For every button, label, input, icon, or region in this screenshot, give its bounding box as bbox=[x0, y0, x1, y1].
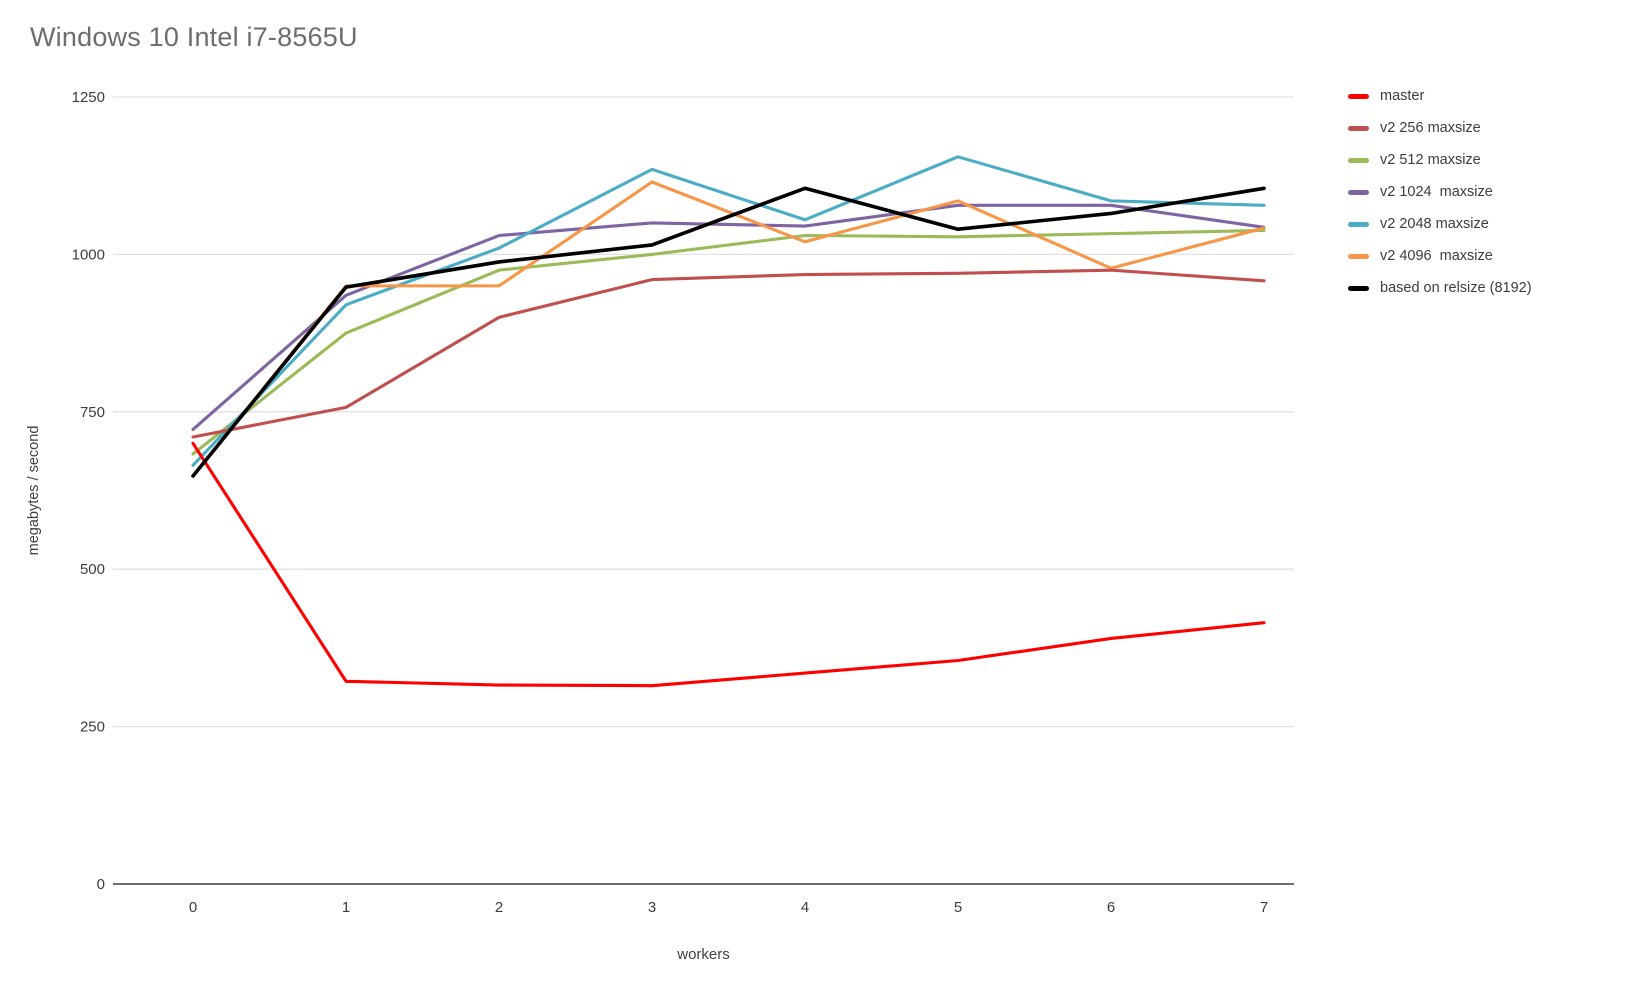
legend-marker bbox=[1348, 285, 1369, 291]
legend-item: v2 2048 maxsize bbox=[1348, 214, 1618, 234]
legend: master v2 256 maxsize v2 512 maxsize v2 102… bbox=[1348, 86, 1618, 310]
series-line bbox=[191, 186, 1266, 478]
x-tick-label: 3 bbox=[648, 899, 656, 916]
x-tick-label: 2 bbox=[495, 899, 503, 916]
legend-marker bbox=[1348, 253, 1369, 259]
legend-item: based on relsize (8192) bbox=[1348, 278, 1618, 298]
x-tick-label: 4 bbox=[801, 899, 809, 916]
y-tick-label: 1000 bbox=[72, 246, 105, 263]
legend-item: master bbox=[1348, 86, 1618, 106]
y-tick-label: 1250 bbox=[72, 89, 105, 106]
x-tick-label: 5 bbox=[954, 899, 962, 916]
legend-item: v2 4096 maxsize bbox=[1348, 246, 1618, 266]
legend-marker bbox=[1348, 157, 1369, 163]
legend-item: v2 256 maxsize bbox=[1348, 118, 1618, 138]
y-tick-label: 750 bbox=[80, 404, 105, 421]
chart-title: Windows 10 Intel i7-8565U bbox=[30, 22, 358, 52]
y-tick-label: 0 bbox=[97, 876, 105, 893]
x-tick-label: 0 bbox=[189, 899, 197, 916]
legend-label: master bbox=[1380, 88, 1425, 104]
legend-label: v2 256 maxsize bbox=[1380, 120, 1481, 136]
x-tick-label: 7 bbox=[1260, 899, 1268, 916]
series-line bbox=[191, 441, 1266, 688]
y-tick-label: 250 bbox=[80, 719, 105, 736]
x-tick-label: 1 bbox=[342, 899, 350, 916]
series-line bbox=[191, 203, 1266, 431]
legend-label: v2 4096 maxsize bbox=[1380, 248, 1493, 264]
y-tick-label: 500 bbox=[80, 561, 105, 578]
x-tick-label: 6 bbox=[1107, 899, 1115, 916]
series-line bbox=[191, 155, 1266, 467]
legend-item: v2 512 maxsize bbox=[1348, 150, 1618, 170]
series-line bbox=[191, 268, 1266, 439]
legend-label: v2 512 maxsize bbox=[1380, 152, 1481, 168]
legend-marker bbox=[1348, 189, 1369, 195]
series-line bbox=[191, 228, 1266, 456]
legend-marker bbox=[1348, 125, 1369, 131]
legend-marker bbox=[1348, 93, 1369, 99]
legend-label: v2 2048 maxsize bbox=[1380, 216, 1489, 232]
legend-label: based on relsize (8192) bbox=[1380, 280, 1532, 296]
legend-marker bbox=[1348, 221, 1369, 227]
y-axis-title: megabytes / second bbox=[26, 426, 42, 556]
x-axis-title: workers bbox=[676, 946, 730, 963]
series-line bbox=[191, 180, 1266, 478]
legend-label: v2 1024 maxsize bbox=[1380, 184, 1493, 200]
legend-item: v2 1024 maxsize bbox=[1348, 182, 1618, 202]
